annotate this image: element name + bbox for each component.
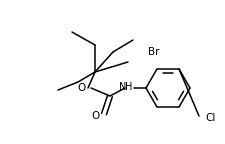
Text: Cl: Cl <box>205 113 215 123</box>
Text: Br: Br <box>148 47 160 57</box>
Text: O: O <box>78 83 86 93</box>
Text: H: H <box>125 82 133 92</box>
Text: N: N <box>119 82 127 92</box>
Text: O: O <box>92 111 100 121</box>
